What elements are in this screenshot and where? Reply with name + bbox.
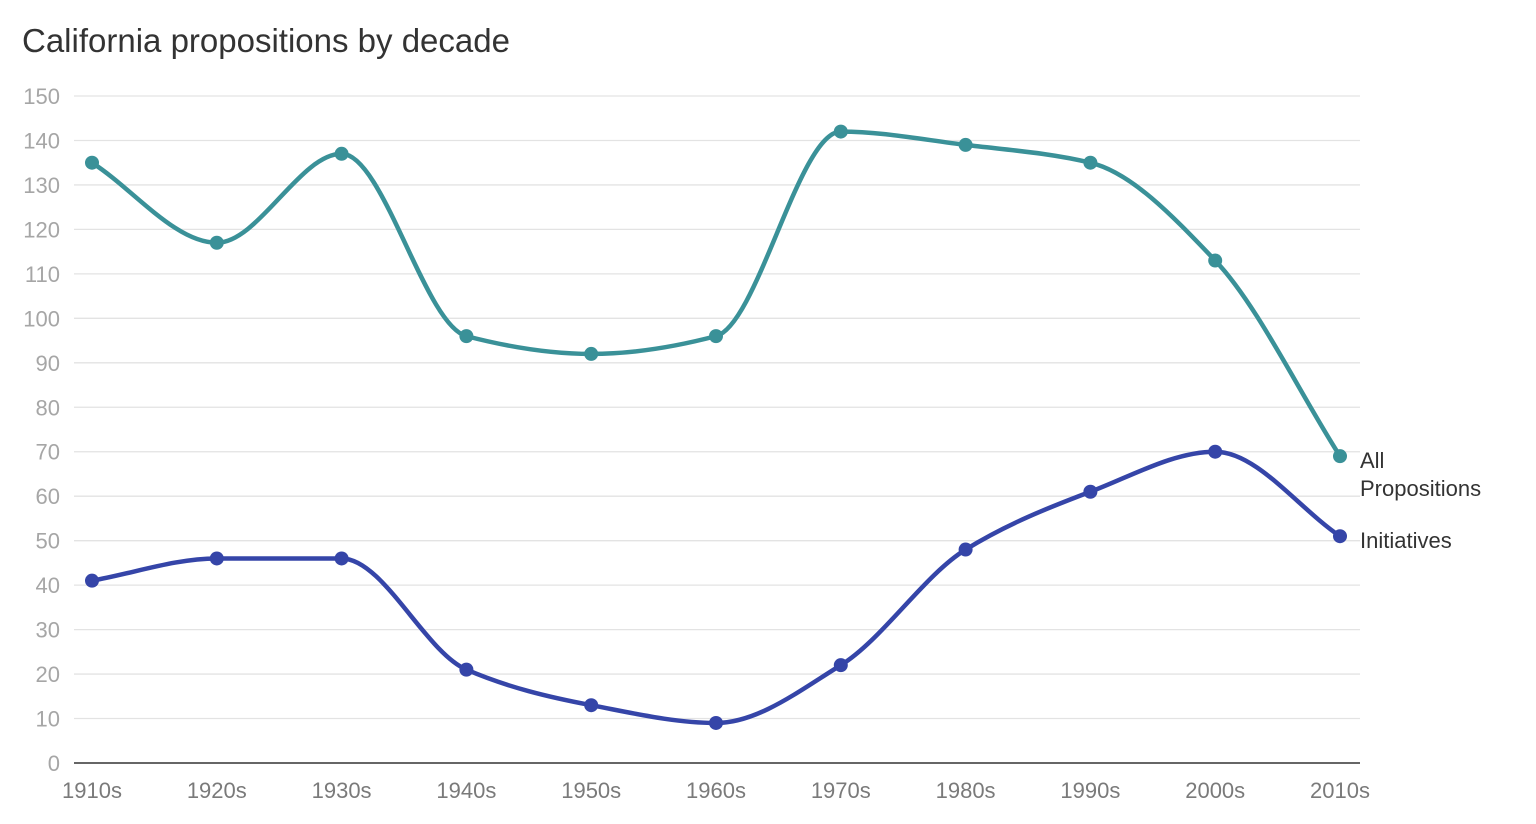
y-tick-label: 50 [36,529,60,554]
all-propositions-point [1083,155,1098,170]
y-tick-label: 20 [36,662,60,687]
y-tick-label: 90 [36,351,60,376]
gridlines [74,95,1360,720]
initiatives-point [334,551,349,566]
y-tick-label: 140 [23,128,60,153]
all-propositions-point [459,329,474,344]
all-propositions-point [209,235,224,250]
initiatives-point [459,662,474,677]
y-tick-label: 110 [25,262,60,287]
x-tick-label: 1930s [312,778,372,803]
y-axis-ticks: 0 10 20 30 40 50 60 70 80 90 100 110 120 130 140 150 [23,84,60,776]
all-propositions-point [833,124,848,139]
initiatives-point [1083,484,1098,499]
y-tick-label: 80 [36,395,60,420]
y-tick-label: 120 [23,217,60,242]
y-tick-label: 40 [36,573,60,598]
y-tick-label: 100 [23,306,60,331]
all-propositions-point [584,346,599,361]
all-propositions-label: Propositions [1360,476,1481,501]
initiatives-point [958,542,973,557]
initiatives-label: Initiatives [1360,528,1452,553]
x-tick-label: 1960s [686,778,746,803]
initiatives-point [833,658,848,673]
x-tick-label: 1990s [1060,778,1120,803]
all-propositions-label: All [1360,448,1384,473]
all-propositions-point [958,137,973,152]
series-layer [85,124,1347,730]
all-propositions-point [709,329,723,344]
y-tick-label: 0 [48,751,60,776]
y-tick-label: 30 [36,618,60,643]
initiatives-line [89,449,1343,726]
y-tick-label: 150 [23,84,60,109]
chart-title: California propositions by decade [22,22,510,59]
x-tick-label: 1910s [62,778,122,803]
x-axis-ticks: 1910s 1920s 1930s 1940s 1950s 1960s 1970s 1980s… [62,778,1370,803]
x-tick-label: 1920s [187,778,247,803]
y-tick-label: 70 [36,440,60,465]
initiatives-point [584,698,599,713]
initiatives-point [709,715,723,730]
y-tick-label: 60 [36,484,60,509]
initiatives-point [209,551,224,566]
initiatives-point [1208,444,1223,459]
all-propositions-point [85,155,99,170]
x-tick-label: 2000s [1185,778,1245,803]
all-propositions-point [1208,253,1223,268]
initiatives-point [85,573,99,588]
y-tick-label: 130 [23,173,60,198]
x-tick-label: 1980s [936,778,996,803]
y-tick-label: 10 [36,707,60,732]
series-labels: All Propositions Initiatives [1360,448,1481,553]
initiatives-point [1333,529,1347,544]
all-propositions-point [334,146,349,161]
x-tick-label: 1940s [436,778,496,803]
all-propositions-point [1333,449,1347,464]
x-tick-label: 2010s [1310,778,1370,803]
x-tick-label: 1950s [561,778,621,803]
x-tick-label: 1970s [811,778,871,803]
